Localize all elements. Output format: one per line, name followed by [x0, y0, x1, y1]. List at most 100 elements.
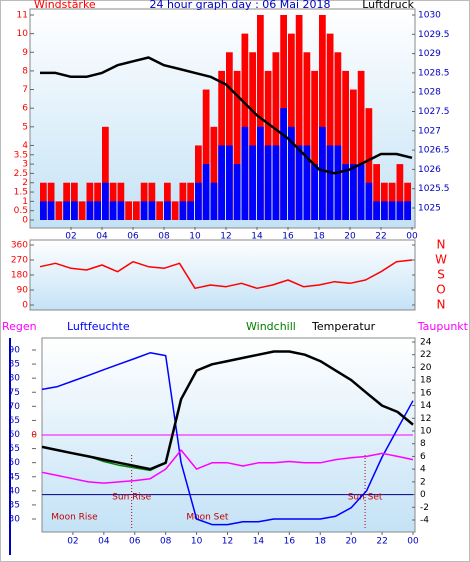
wind-bar [40, 201, 47, 220]
y-tick-label: 5 [22, 122, 28, 132]
y2-tick-label: 1027 [418, 126, 441, 136]
wind-bar [71, 201, 78, 220]
x-tick-label: 02 [67, 537, 78, 547]
x-tick-label: 10 [191, 537, 203, 547]
x-tick-label: 20 [344, 232, 356, 242]
y-tick-label: 360 [11, 241, 28, 251]
wind-bar [326, 33, 334, 220]
x-tick-label: 20 [345, 537, 357, 547]
wind-bar [311, 164, 318, 220]
y2-tick-label: O [436, 283, 445, 297]
wind-bar [47, 201, 55, 220]
wind-bar [202, 164, 210, 220]
wind-bar [342, 164, 349, 220]
y-tick-label: 70 [9, 402, 21, 412]
wind-bar [311, 70, 318, 220]
wind-bar [288, 126, 295, 220]
y-tick-label: 1 [22, 197, 28, 207]
event-label: Moon Set [186, 513, 229, 523]
y-tick-label: 0 [22, 301, 28, 311]
wind-bar [396, 201, 404, 220]
y2-tick-label: 0 [420, 490, 426, 500]
wind-bar [55, 201, 63, 220]
wind-bar [334, 52, 342, 220]
y2-tick-label: -2 [420, 503, 429, 513]
y2-tick-label: 1027.5 [418, 107, 450, 117]
y2-tick-label: 20 [420, 363, 432, 373]
wind-bar [280, 108, 287, 220]
wind-bar [102, 182, 109, 220]
y2-tick-label: 12 [420, 414, 431, 424]
x-tick-label: 00 [407, 537, 419, 547]
y-tick-label: 7 [22, 85, 28, 95]
y2-tick-label: 1028.5 [418, 68, 450, 78]
y-tick-label: 35 [9, 500, 20, 510]
y2-tick-label: N [437, 238, 446, 252]
y-tick-label: 270 [11, 256, 28, 266]
y2-axis-title: Luftdruck [362, 0, 414, 11]
y2-tick-label: 6 [420, 452, 426, 462]
y-tick-label: 8 [22, 66, 28, 76]
wind-bar [334, 145, 342, 220]
wind-bar [319, 126, 326, 220]
x-tick-label: 14 [253, 537, 265, 547]
y-tick-label: 10 [17, 29, 29, 39]
y-tick-label: 1.5 [14, 188, 28, 198]
y2-tick-label: 16 [420, 388, 432, 398]
event-label: Sun Set [348, 493, 383, 503]
y2-tick-label: 1029 [418, 49, 441, 59]
y2-tick-label: 1026 [418, 165, 441, 175]
x-tick-label: 22 [376, 537, 387, 547]
wind-bar [218, 145, 225, 220]
y-tick-label: 180 [11, 271, 28, 281]
wind-bar [326, 145, 334, 220]
wind-bar [94, 201, 101, 220]
wind-bar [226, 52, 233, 220]
wind-bar [233, 70, 241, 220]
y-tick-label: 2 [22, 178, 28, 188]
wind-bar [233, 164, 241, 220]
wind-bar [272, 145, 280, 220]
x-tick-label: 18 [315, 537, 327, 547]
y-tick-label: 85 [9, 360, 20, 370]
x-tick-label: 22 [375, 232, 386, 242]
wind-bar [117, 201, 125, 220]
wind-bar [342, 70, 349, 220]
y-tick-label: 2.5 [14, 169, 28, 179]
wind-bar [195, 182, 202, 220]
wind-bar [133, 201, 140, 220]
wind-bar [195, 145, 202, 220]
chart-title: 24 hour graph day : 06 Mai 2018 [149, 0, 330, 11]
y-tick-label: 6 [22, 104, 28, 114]
y2-tick-label: 1028 [418, 88, 441, 98]
y2-tick-label: 2 [420, 477, 426, 487]
y-axis-title: Windstärke [34, 0, 96, 11]
wind-bar [373, 164, 380, 220]
series-line [41, 449, 414, 484]
wind-bar [388, 201, 396, 220]
event-label: Sun Rise [112, 493, 151, 503]
x-tick-label: 18 [313, 232, 325, 242]
y2-tick-label: 1026.5 [418, 146, 450, 156]
y2-tick-label: 1025.5 [418, 184, 450, 194]
x-tick-label: 12 [222, 537, 233, 547]
x-tick-label: 04 [98, 537, 110, 547]
wind-bar [373, 201, 380, 220]
x-tick-label: 12 [220, 232, 231, 242]
x-tick-label: 02 [65, 232, 76, 242]
wind-bar [319, 15, 326, 220]
y-tick-label: 50 [9, 458, 21, 468]
x-tick-label: 10 [189, 232, 201, 242]
y2-tick-label: 1025 [418, 204, 441, 214]
x-tick-label: 00 [406, 232, 418, 242]
series-line [39, 259, 413, 290]
y2-tick-label: 10 [420, 427, 432, 437]
legend-entry: Luftfeuchte [67, 320, 130, 333]
rain-tick-label: 0 [31, 431, 37, 441]
y-tick-label: 60 [9, 430, 21, 440]
legend-entry: Temperatur [311, 320, 376, 333]
wind-bar [365, 108, 373, 220]
wind-bar [381, 201, 388, 220]
